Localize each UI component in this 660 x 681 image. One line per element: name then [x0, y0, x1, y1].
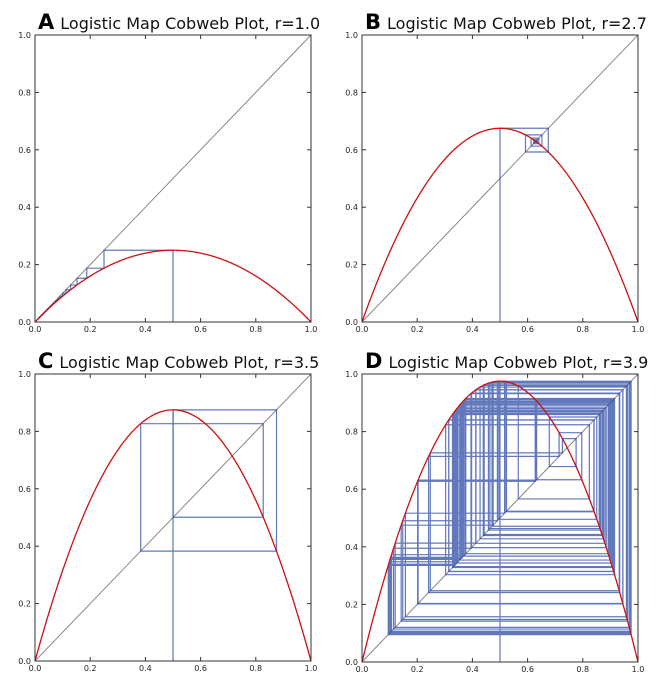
panel-title: B Logistic Map Cobweb Plot, r=2.7 [365, 10, 647, 34]
y-tick-label: 0.6 [18, 485, 31, 494]
x-tick-label: 0.2 [84, 664, 97, 673]
y-tick-label: 0.0 [18, 318, 31, 327]
y-tick-label: 0.6 [18, 146, 31, 155]
x-tick-label: 0.0 [356, 325, 369, 334]
y-tick-label: 0.8 [18, 88, 31, 97]
x-tick-label: 1.0 [305, 325, 318, 334]
y-tick-label: 0.4 [345, 543, 358, 552]
cobweb-path [140, 409, 278, 661]
panel-letter: B [365, 10, 381, 34]
x-tick-label: 0.0 [356, 665, 369, 674]
cobweb-path [499, 127, 549, 322]
panel-B: B Logistic Map Cobweb Plot, r=2.7 0.0 0.2 0.… [345, 10, 647, 334]
y-tick-label: 0.0 [18, 657, 31, 666]
panel-title-text: Logistic Map Cobweb Plot, r=3.9 [388, 353, 648, 372]
y-tick-label: 0.0 [345, 318, 358, 327]
x-tick-label: 0.6 [194, 325, 207, 334]
y-tick-label: 0.2 [18, 600, 31, 609]
y-tick-label: 1.0 [345, 370, 358, 379]
identity-line [34, 34, 312, 323]
x-tick-label: 0.6 [194, 664, 207, 673]
x-tick-label: 0.8 [249, 325, 262, 334]
cobweb-path [387, 380, 632, 662]
x-tick-label: 0.4 [466, 325, 479, 334]
axes-frame [361, 34, 639, 323]
x-tick-label: 0.2 [411, 325, 424, 334]
y-tick-label: 1.0 [18, 31, 31, 40]
panel-C: C Logistic Map Cobweb Plot, r=3.5 0.0 0.2 0.… [18, 349, 319, 673]
x-tick-label: 0.0 [29, 325, 42, 334]
x-tick-label: 0.2 [84, 325, 97, 334]
x-tick-label: 0.4 [466, 665, 479, 674]
y-tick-label: 0.2 [18, 261, 31, 270]
x-tick-label: 0.4 [139, 664, 152, 673]
panel-D: D Logistic Map Cobweb Plot, r=3.9 0.0 0.2 0.… [345, 349, 648, 674]
y-tick-label: 0.8 [345, 428, 358, 437]
x-tick-label: 0.8 [576, 665, 589, 674]
cobweb-path [37, 249, 174, 322]
panel-title: D Logistic Map Cobweb Plot, r=3.9 [365, 349, 648, 373]
x-tick-label: 0.8 [576, 325, 589, 334]
x-tick-label: 0.2 [411, 665, 424, 674]
x-tick-label: 0.0 [29, 664, 42, 673]
y-tick-label: 0.4 [345, 203, 358, 212]
panel-letter: D [365, 349, 382, 373]
x-tick-label: 0.4 [139, 325, 152, 334]
y-tick-label: 1.0 [345, 31, 358, 40]
x-tick-label: 0.6 [521, 665, 534, 674]
panel-title: A Logistic Map Cobweb Plot, r=1.0 [38, 10, 320, 34]
x-tick-label: 0.8 [249, 664, 262, 673]
y-tick-label: 0.8 [18, 427, 31, 436]
y-tick-label: 0.2 [345, 600, 358, 609]
panel-A: A Logistic Map Cobweb Plot, r=1.0 0.0 0.2 0.… [18, 10, 320, 334]
logistic-curve [34, 249, 312, 323]
panel-letter: A [38, 10, 55, 34]
logistic-curve [361, 380, 639, 663]
y-tick-label: 0.6 [345, 485, 358, 494]
y-tick-label: 1.0 [18, 370, 31, 379]
y-tick-label: 0.4 [18, 203, 31, 212]
panel-title-text: Logistic Map Cobweb Plot, r=3.5 [59, 353, 319, 372]
y-tick-label: 0.2 [345, 261, 358, 270]
logistic-curve [34, 409, 312, 662]
y-tick-label: 0.0 [345, 658, 358, 667]
y-tick-label: 0.6 [345, 146, 358, 155]
y-tick-label: 0.4 [18, 542, 31, 551]
x-tick-label: 0.6 [521, 325, 534, 334]
panel-title: C Logistic Map Cobweb Plot, r=3.5 [38, 349, 319, 373]
x-tick-label: 1.0 [632, 325, 645, 334]
axes-frame [34, 34, 312, 323]
y-tick-label: 0.8 [345, 88, 358, 97]
x-tick-label: 1.0 [632, 665, 645, 674]
axes-frame [361, 373, 639, 663]
axes-frame [34, 373, 312, 662]
x-tick-label: 1.0 [305, 664, 318, 673]
panel-title-text: Logistic Map Cobweb Plot, r=2.7 [387, 14, 647, 33]
panel-title-text: Logistic Map Cobweb Plot, r=1.0 [60, 14, 320, 33]
panel-letter: C [38, 349, 53, 373]
logistic-curve [361, 127, 639, 323]
